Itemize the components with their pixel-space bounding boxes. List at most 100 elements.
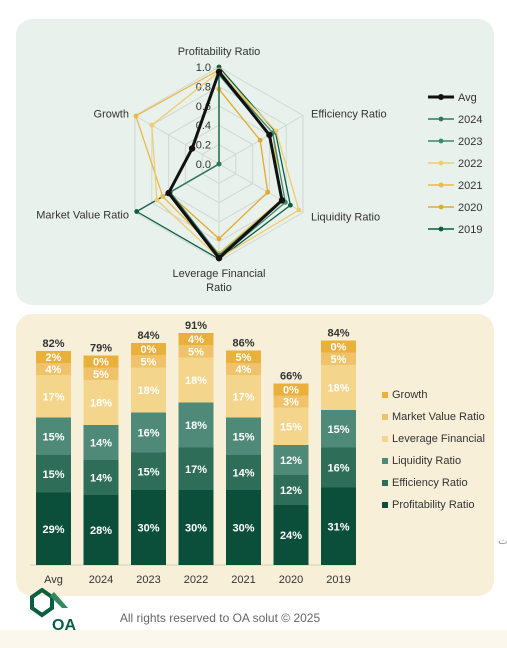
radar-axis-label: Efficiency Ratio bbox=[311, 109, 387, 121]
bar-segment-label: 4% bbox=[236, 364, 252, 376]
bar-segment-efficiency-ratio bbox=[83, 460, 119, 495]
bar-segment-label: 30% bbox=[185, 523, 207, 535]
legend-label-2021: 2021 bbox=[458, 180, 482, 192]
bar-total-label: 82% bbox=[42, 338, 64, 350]
radar-point-2022 bbox=[149, 122, 155, 128]
bar-segment-label: 5% bbox=[188, 346, 204, 358]
bar-segment-label: 15% bbox=[280, 421, 302, 433]
stacked-bar-chart: 29%15%15%17%4%2%82%Avg28%14%14%18%5%0%79… bbox=[30, 320, 485, 586]
bar-segment-label: 15% bbox=[232, 431, 254, 443]
bar-segment-label: 14% bbox=[90, 438, 112, 450]
radar-point-avg bbox=[278, 197, 286, 204]
bar-category-label: Avg bbox=[44, 574, 63, 586]
bar-segment-label: 0% bbox=[283, 385, 299, 397]
legend-marker-2019 bbox=[438, 226, 444, 232]
bar-segment-efficiency-ratio bbox=[178, 447, 214, 490]
bar-segment-label: 16% bbox=[137, 428, 159, 440]
bar-segment-label: 18% bbox=[137, 385, 159, 397]
legend-swatch-liquidity-ratio bbox=[382, 458, 388, 464]
bar-segment-label: 15% bbox=[42, 469, 64, 481]
bar-segment-market-value-ratio bbox=[226, 363, 261, 375]
bar-segment-label: 5% bbox=[141, 356, 157, 368]
bar-segment-label: 0% bbox=[141, 344, 157, 356]
legend-marker-2023 bbox=[438, 138, 444, 144]
bar-segment-liquidity-ratio bbox=[131, 412, 166, 453]
radar-point-2019 bbox=[134, 209, 140, 214]
copyright-text: All rights reserved to OA solut © 2025 bbox=[119, 611, 321, 625]
legend-marker-avg bbox=[438, 94, 444, 100]
bar-segment-label: 4% bbox=[46, 364, 62, 376]
bar-category-label: 2021 bbox=[231, 574, 255, 586]
bar-segment-efficiency-ratio bbox=[226, 455, 261, 490]
bar-segment-profitability-ratio bbox=[178, 490, 214, 565]
bar-segment-label: 12% bbox=[280, 455, 302, 467]
radar-tick-label: 1.0 bbox=[196, 62, 211, 74]
bar-segment-label: 14% bbox=[232, 468, 254, 480]
bar-category-label: 2020 bbox=[279, 574, 303, 586]
radar-point-2020 bbox=[265, 189, 271, 195]
legend-swatch-leverage-financial bbox=[382, 436, 388, 442]
radar-point-2019 bbox=[288, 202, 293, 208]
legend-swatch-profitability-ratio bbox=[382, 502, 388, 508]
bar-segment-leverage-financial bbox=[226, 375, 261, 418]
bar-segment-label: 28% bbox=[90, 525, 112, 537]
radar-point-avg bbox=[215, 68, 223, 76]
bar-segment-leverage-financial bbox=[321, 365, 356, 410]
bar-total-label: 84% bbox=[327, 328, 349, 340]
bar-category-label: 2024 bbox=[89, 574, 113, 586]
bar-segment-growth bbox=[83, 355, 119, 368]
bar-segment-efficiency-ratio bbox=[273, 475, 309, 505]
legend-label-leverage-financial: Leverage Financial bbox=[392, 433, 485, 445]
legend-label-2019: 2019 bbox=[458, 224, 482, 236]
radar-spoke bbox=[134, 115, 220, 165]
legend-swatch-market-value-ratio bbox=[382, 414, 388, 420]
legend-label-2023: 2023 bbox=[458, 136, 482, 148]
radar-tick-label: 0.8 bbox=[196, 81, 211, 93]
bar-segment-liquidity-ratio bbox=[178, 402, 214, 448]
bar-segment-leverage-financial bbox=[178, 357, 214, 403]
radar-tick-label: 0.0 bbox=[196, 159, 211, 171]
bar-segment-profitability-ratio bbox=[83, 495, 119, 565]
bar-segment-market-value-ratio bbox=[273, 395, 309, 408]
bar-segment-efficiency-ratio bbox=[36, 455, 71, 493]
bar-segment-growth bbox=[36, 351, 71, 363]
radar-point-avg bbox=[215, 254, 223, 262]
radar-point-avg bbox=[188, 145, 196, 152]
bar-segment-liquidity-ratio bbox=[36, 417, 71, 455]
radar-point-2021 bbox=[133, 113, 139, 119]
bar-segment-label: 17% bbox=[185, 464, 207, 476]
bar-category-label: 2023 bbox=[136, 574, 160, 586]
bar-segment-label: 14% bbox=[90, 473, 112, 485]
bar-segment-liquidity-ratio bbox=[321, 410, 356, 448]
bar-total-label: 84% bbox=[137, 330, 159, 342]
legend-label-market-value-ratio: Market Value Ratio bbox=[392, 411, 485, 423]
bar-segment-leverage-financial bbox=[273, 407, 309, 445]
bar-segment-label: 18% bbox=[185, 420, 207, 432]
bar-total-label: 66% bbox=[280, 371, 302, 383]
bar-segment-market-value-ratio bbox=[36, 363, 71, 375]
bar-segment-growth bbox=[273, 383, 309, 396]
radar-point-2022 bbox=[154, 197, 160, 203]
bar-segment-growth bbox=[226, 350, 261, 363]
bar-segment-market-value-ratio bbox=[83, 367, 119, 380]
bar-segment-label: 3% bbox=[283, 397, 299, 409]
bar-segment-label: 5% bbox=[93, 369, 109, 381]
bar-segment-label: 0% bbox=[93, 357, 109, 369]
bar-segment-profitability-ratio bbox=[131, 490, 166, 565]
edge-glyph: ت bbox=[498, 535, 507, 547]
bar-segment-profitability-ratio bbox=[226, 490, 261, 565]
bar-segment-growth bbox=[178, 333, 214, 345]
bar-segment-leverage-financial bbox=[36, 375, 71, 418]
bar-segment-liquidity-ratio bbox=[273, 445, 309, 475]
legend-label-growth: Growth bbox=[392, 389, 427, 401]
bar-segment-label: 0% bbox=[331, 342, 347, 354]
bar-segment-profitability-ratio bbox=[321, 487, 356, 565]
legend-swatch-growth bbox=[382, 392, 388, 398]
radar-axis-label: Market Value Ratio bbox=[36, 210, 129, 222]
radar-point-2022 bbox=[296, 207, 302, 213]
legend-label-efficiency-ratio: Efficiency Ratio bbox=[392, 477, 468, 489]
radar-axis-label: Leverage Financial Ratio bbox=[173, 268, 266, 294]
legend-label-liquidity-ratio: Liquidity Ratio bbox=[392, 455, 461, 467]
stacked-bar-chart-panel: 29% 15% 15% 17% 4% 2% 82% Avg 28% 14% 14% 18% 5% 0% 79… bbox=[16, 314, 494, 596]
